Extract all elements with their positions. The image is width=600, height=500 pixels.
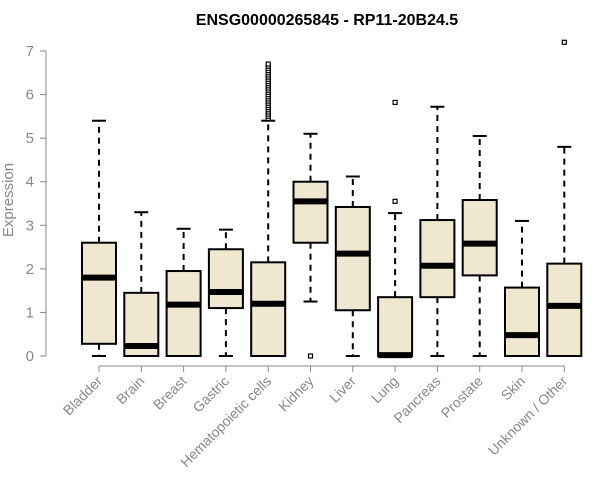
box-plot: [504, 219, 540, 358]
y-axis-label: Expression: [0, 163, 17, 237]
y-tick-label: 1: [26, 304, 34, 321]
x-tick-label: Prostate: [438, 373, 486, 421]
outlier-point: [392, 198, 398, 204]
x-tick-label: Kidney: [275, 373, 317, 415]
y-axis: 0 1 2 3 4 5 6 7: [26, 43, 47, 365]
box-iqr: [334, 205, 371, 312]
x-tick-label: Unknown / Other: [485, 373, 571, 459]
box-plot: [292, 132, 329, 359]
x-tick-label: Breast: [150, 373, 190, 413]
outlier-point: [307, 353, 314, 359]
box-plot: [250, 61, 287, 358]
box-plot: [123, 211, 160, 358]
x-tick-label: Liver: [326, 373, 359, 406]
outlier-point: [265, 61, 271, 67]
box-plot: [461, 134, 498, 357]
y-tick-label: 4: [26, 174, 34, 191]
box-iqr: [461, 199, 498, 277]
box-plot: [377, 99, 414, 359]
y-tick-label: 7: [26, 43, 34, 60]
y-tick-label: 5: [26, 130, 34, 147]
box-iqr: [81, 241, 117, 345]
y-tick-label: 0: [26, 348, 34, 365]
box-iqr: [546, 262, 583, 357]
outlier-point: [561, 39, 567, 45]
x-tick-label: Pancreas: [390, 373, 443, 426]
box-iqr: [250, 261, 287, 358]
box-iqr: [292, 180, 329, 244]
x-tick-label: Brain: [113, 373, 147, 407]
box-iqr: [165, 270, 202, 357]
x-tick-label: Lung: [368, 373, 401, 406]
box-plot: [419, 105, 456, 357]
y-tick-label: 2: [26, 261, 34, 278]
box-plot: [165, 227, 202, 357]
box-plot: [334, 175, 371, 357]
y-tick-label: 3: [26, 217, 34, 234]
outlier-point: [392, 99, 398, 106]
box-iqr: [504, 286, 540, 358]
box-iqr: [419, 219, 456, 299]
chart-title: ENSG00000265845 - RP11-20B24.5: [196, 12, 459, 29]
x-tick-label: Skin: [498, 373, 529, 404]
box-iqr: [377, 296, 414, 357]
box-plot: [546, 39, 583, 357]
x-tick-label: Bladder: [60, 373, 106, 419]
box-plots: [81, 39, 583, 359]
box-plot: [207, 228, 244, 357]
box-iqr: [207, 248, 244, 310]
box-plot: [81, 119, 117, 357]
y-tick-label: 6: [26, 87, 34, 104]
